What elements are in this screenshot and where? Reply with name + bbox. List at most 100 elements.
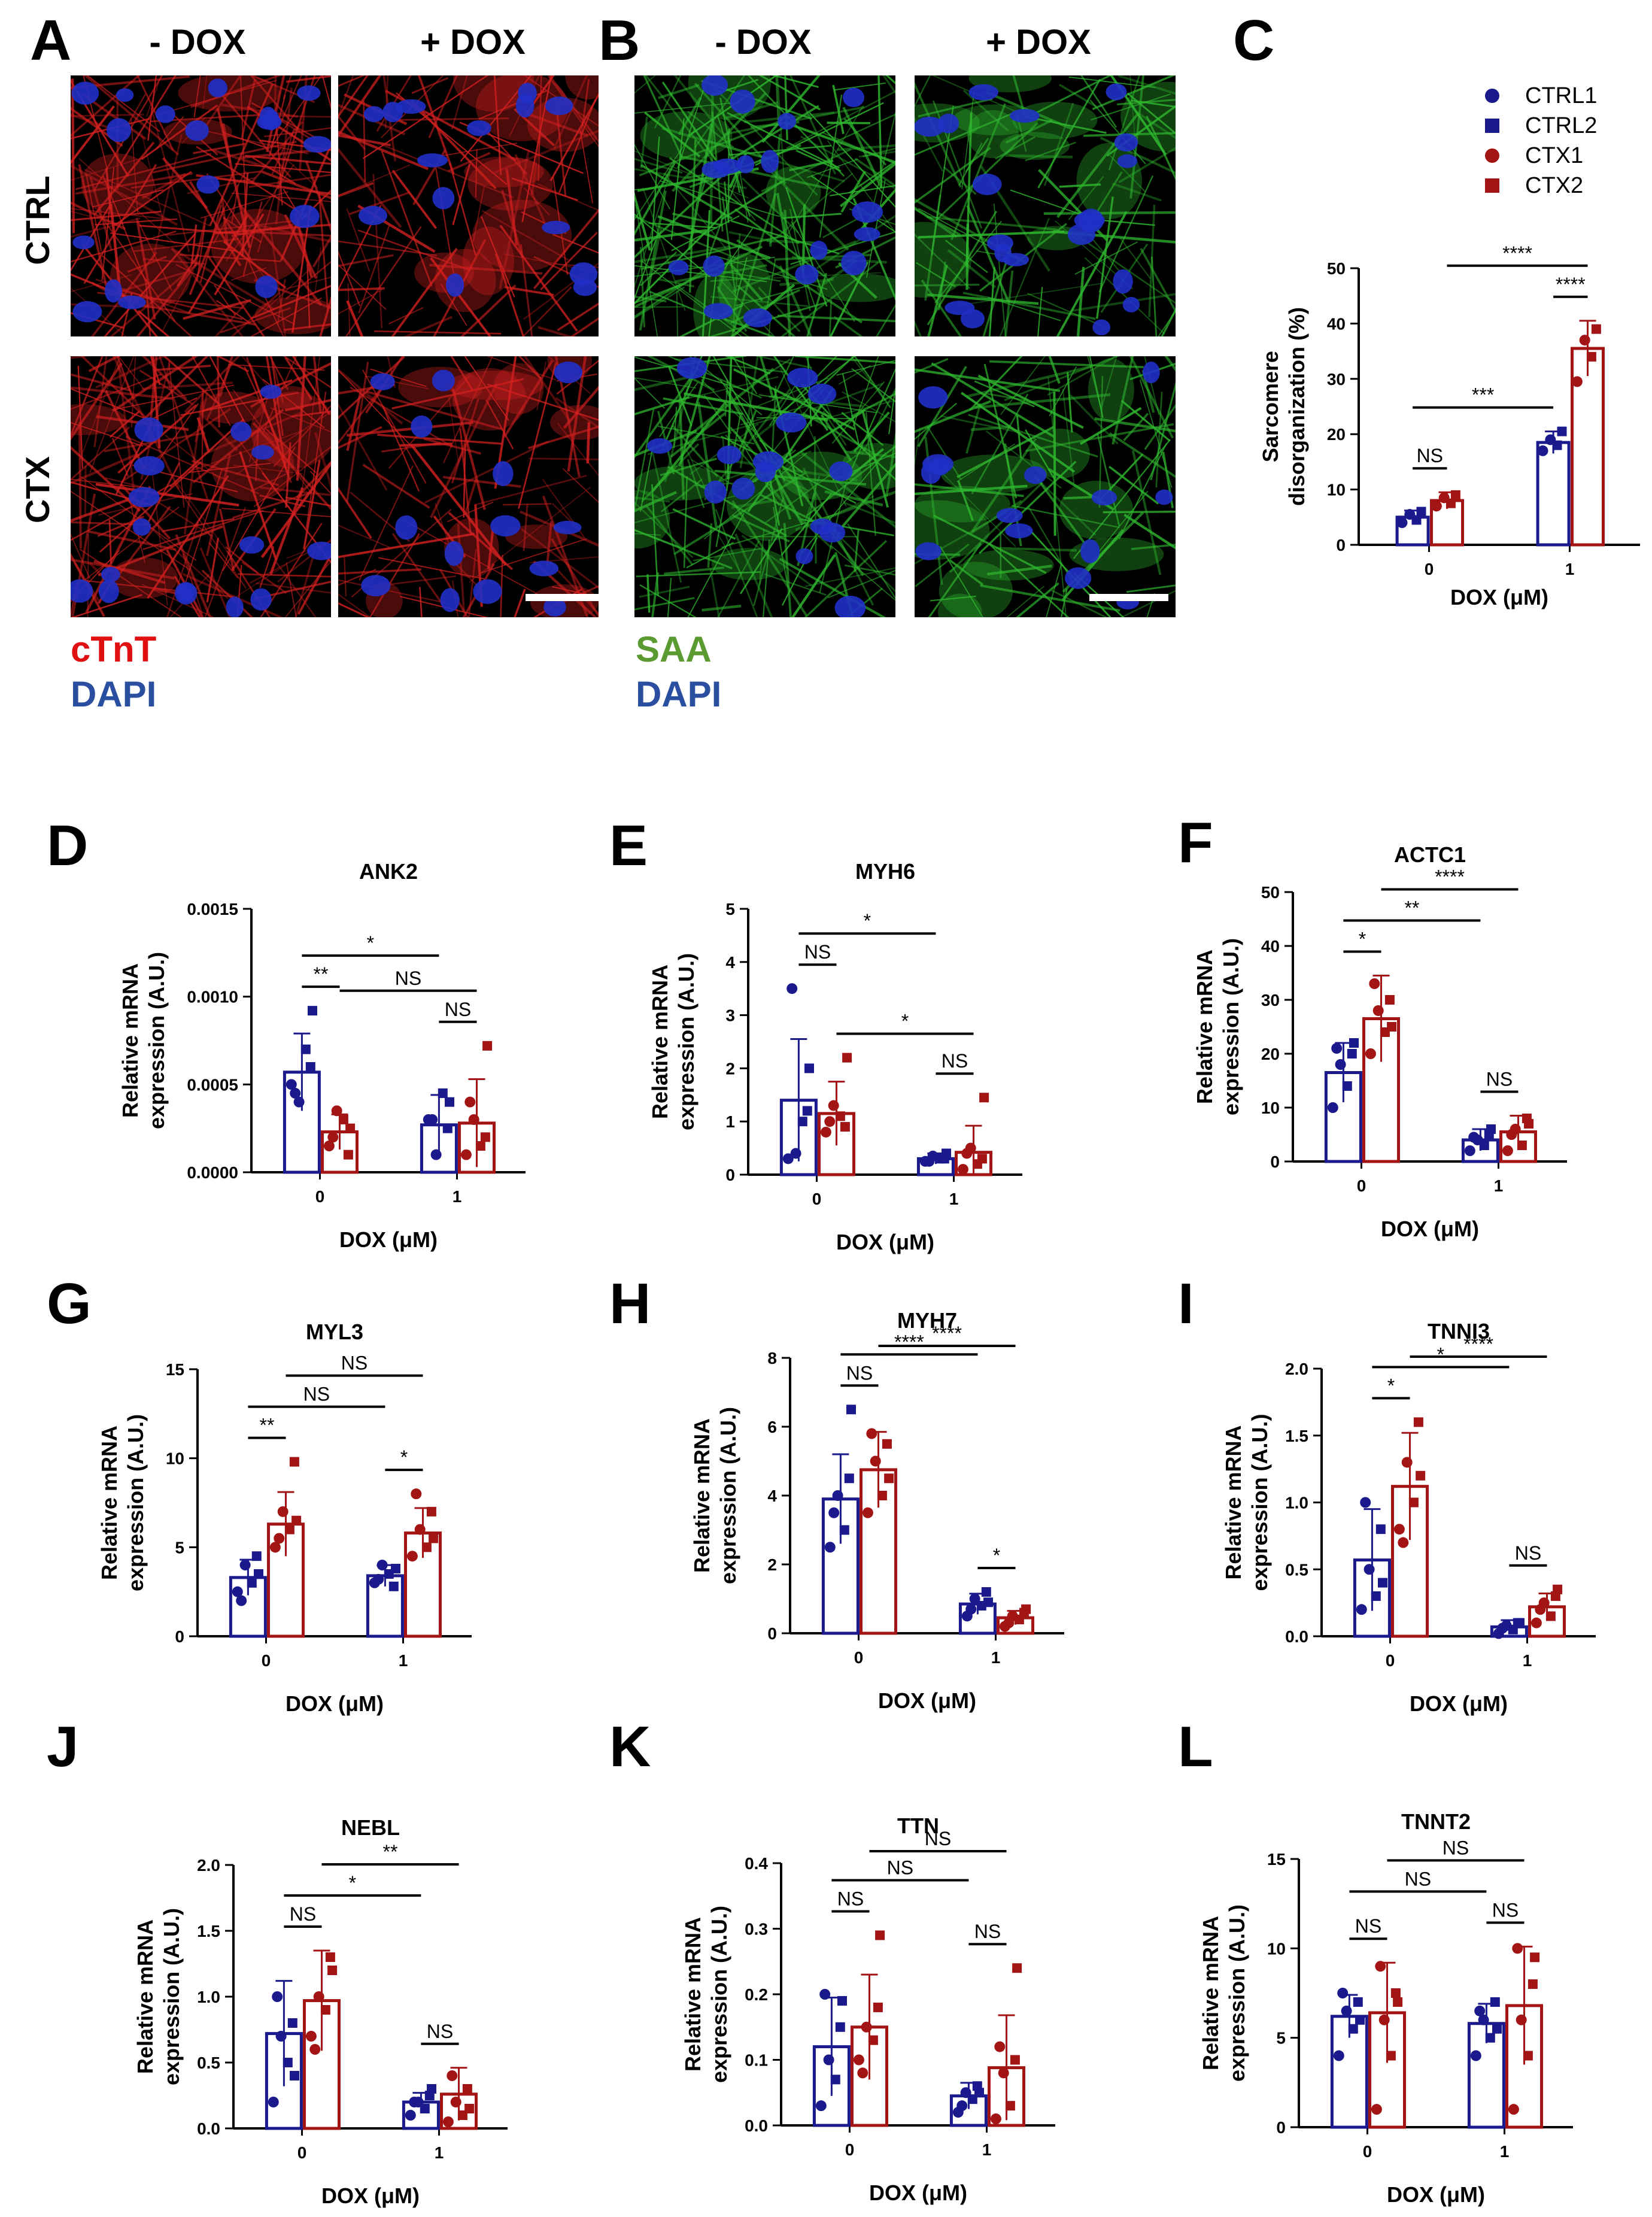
nucleus (915, 116, 945, 137)
cell-fiber (634, 286, 685, 320)
x-axis-label: DOX (μM) (878, 1688, 976, 1713)
nucleus (776, 412, 807, 433)
cell-fiber (915, 507, 1015, 565)
cell-fiber (485, 399, 514, 450)
nucleus (529, 560, 559, 577)
significance-label: NS (1515, 1542, 1541, 1564)
nucleus (515, 93, 535, 118)
nucleus (133, 456, 165, 476)
cell-fiber (1074, 241, 1138, 275)
cell-fiber (104, 233, 196, 336)
cell-fiber (221, 508, 331, 517)
cell-fiber (338, 181, 374, 198)
cell-fiber (915, 368, 1061, 392)
cell-body (81, 153, 154, 216)
cell-fiber (915, 320, 922, 336)
x-tick-label: 0 (315, 1187, 325, 1206)
cell-fiber (521, 75, 552, 223)
cell-fiber (862, 147, 895, 157)
x-axis-label: DOX (μM) (321, 2183, 420, 2208)
significance-label: NS (395, 968, 421, 989)
x-axis-label: DOX (μM) (1450, 585, 1548, 609)
data-point (969, 1593, 980, 1605)
x-tick-label: 0 (1363, 2142, 1372, 2161)
data-point (1474, 2005, 1486, 2016)
cell-fiber (101, 167, 115, 281)
cell-fiber (362, 463, 430, 509)
cell-fiber (724, 317, 775, 336)
cell-fiber (533, 560, 598, 617)
cell-fiber (766, 239, 815, 244)
cell-fiber (171, 247, 275, 311)
cell-fiber (271, 141, 287, 175)
y-axis-label-line: Relative mRNA (681, 1917, 705, 2072)
cell-fiber (842, 391, 895, 423)
micrograph-background (338, 356, 599, 617)
nucleus (1155, 489, 1173, 505)
data-point (1390, 1988, 1401, 1998)
cell-fiber (521, 528, 599, 589)
cell-fiber (464, 356, 509, 421)
cell-fiber (842, 107, 883, 188)
data-point (824, 1116, 836, 1127)
cell-fiber (839, 162, 895, 208)
cell-fiber (733, 368, 855, 430)
cell-fiber (829, 262, 868, 336)
cell-fiber (769, 172, 854, 244)
significance-label: NS (804, 941, 831, 963)
cell-fiber (918, 230, 1065, 239)
data-point (1355, 2015, 1365, 2025)
panel-letter: L (1178, 1715, 1213, 1779)
significance-label: **** (1502, 242, 1532, 264)
cell-fiber (1070, 231, 1176, 304)
cell-fiber (766, 485, 834, 550)
cell-fiber (634, 258, 722, 319)
nucleus (71, 579, 93, 603)
cell-fiber (248, 363, 289, 476)
cell-fiber (820, 414, 852, 462)
cell-fiber (542, 495, 589, 617)
cell-fiber (846, 368, 895, 481)
data-point (1591, 324, 1601, 334)
cell-body (472, 199, 572, 272)
cell-fiber (192, 408, 284, 484)
cell-fiber (844, 450, 895, 459)
nucleus (432, 369, 455, 392)
data-point (291, 1515, 302, 1525)
x-axis-label: DOX (μM) (869, 2180, 967, 2205)
nucleus (703, 255, 725, 277)
data-point (1586, 351, 1596, 362)
cell-fiber (338, 131, 429, 171)
cell-fiber (640, 247, 645, 327)
cell-fiber (275, 115, 331, 118)
cell-fiber (419, 587, 423, 617)
cell-fiber (150, 457, 168, 606)
panel-letter: B (599, 8, 640, 72)
cell-fiber (694, 75, 746, 148)
data-point (1365, 1048, 1376, 1059)
cell-fiber (250, 473, 287, 493)
panel-letter: K (609, 1715, 651, 1779)
cell-fiber (277, 75, 316, 190)
data-point (840, 1122, 850, 1132)
cell-fiber (549, 93, 599, 181)
data-point (981, 1587, 991, 1597)
cell-fiber (494, 253, 525, 336)
cell-fiber (1084, 257, 1165, 335)
stain-label: DAPI (636, 674, 721, 714)
data-point (832, 1490, 843, 1501)
x-tick-label: 1 (1494, 1176, 1504, 1195)
data-point (877, 1491, 887, 1500)
cell-fiber (670, 118, 685, 240)
y-tick-label: 8 (767, 1349, 777, 1367)
significance-label: **** (1463, 1333, 1493, 1355)
cell-fiber (702, 604, 742, 612)
data-point (300, 1044, 311, 1054)
y-axis-label: Relative mRNAexpression (A.U.) (97, 1414, 148, 1591)
nucleus (1080, 539, 1100, 563)
significance-label: NS (1417, 445, 1443, 466)
cell-fiber (645, 505, 694, 566)
cell-fiber (673, 472, 806, 556)
chart-panel: G MYL3 0 5 10 15 0 1 DOX (μM) Relative mRNAexpres… (47, 1272, 472, 1716)
